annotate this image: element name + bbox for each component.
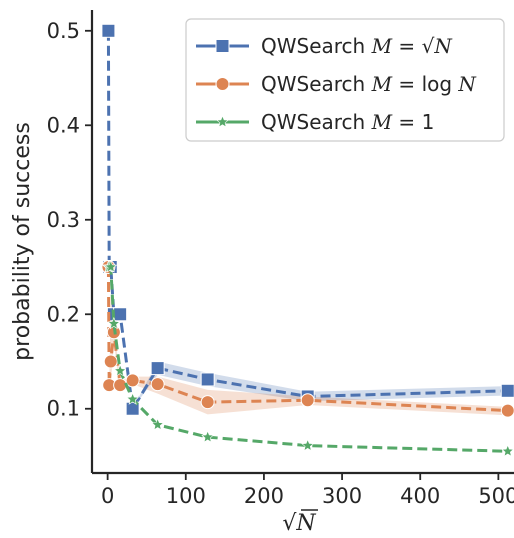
series-3-point <box>126 392 140 405</box>
series-1-point <box>200 372 215 387</box>
series-2-point <box>113 378 128 393</box>
series-2-point <box>300 393 315 408</box>
series-2-point <box>150 377 165 392</box>
series-line-1 <box>106 30 508 411</box>
series-2-point <box>500 403 514 418</box>
series-1-point <box>150 361 165 376</box>
x-tick-label: 300 <box>322 484 362 508</box>
x-axis-label: √N <box>282 511 316 536</box>
x-tick-label: 200 <box>244 484 284 508</box>
legend-marker-1 <box>215 39 230 53</box>
legend-frame <box>185 18 505 142</box>
y-tick-label: 0.5 <box>47 19 80 43</box>
legend-entry-1: QWSearch M = √N <box>261 34 453 58</box>
series-2-point <box>103 354 118 369</box>
legend-entry-3: QWSearch M = 1 <box>261 110 434 134</box>
y-tick-label: 0.4 <box>47 113 80 137</box>
series-3-point <box>151 418 165 431</box>
y-tick-label: 0.3 <box>47 208 80 232</box>
series-1-point <box>500 383 514 398</box>
x-tick-label: 0 <box>101 484 114 508</box>
series-1-point <box>101 23 116 38</box>
series-2-point <box>200 395 215 410</box>
x-tick-label: 400 <box>400 484 440 508</box>
legend: QWSearch M = √N QWSearch M = log N QWSearc… <box>185 18 505 142</box>
series-3-point <box>501 444 514 457</box>
series-3-point <box>107 316 121 330</box>
y-tick-label: 0.1 <box>47 397 80 421</box>
series-2-point <box>125 373 140 388</box>
confidence-band-series-3 <box>108 267 508 452</box>
x-tick-label: 500 <box>478 484 514 508</box>
series-1-point <box>113 307 128 322</box>
y-tick-label: 0.2 <box>47 302 80 326</box>
series-line-3 <box>107 265 508 453</box>
legend-entry-2: QWSearch M = log N <box>261 72 477 96</box>
series-3-point <box>113 364 127 377</box>
series-3-point <box>301 438 315 452</box>
y-axis-label: probability of success <box>10 122 35 361</box>
series-3-point <box>201 430 215 443</box>
series-3-point <box>104 260 118 273</box>
legend-marker-2 <box>215 77 230 91</box>
x-tick-label: 100 <box>166 484 206 508</box>
legend-marker-3 <box>216 115 229 128</box>
